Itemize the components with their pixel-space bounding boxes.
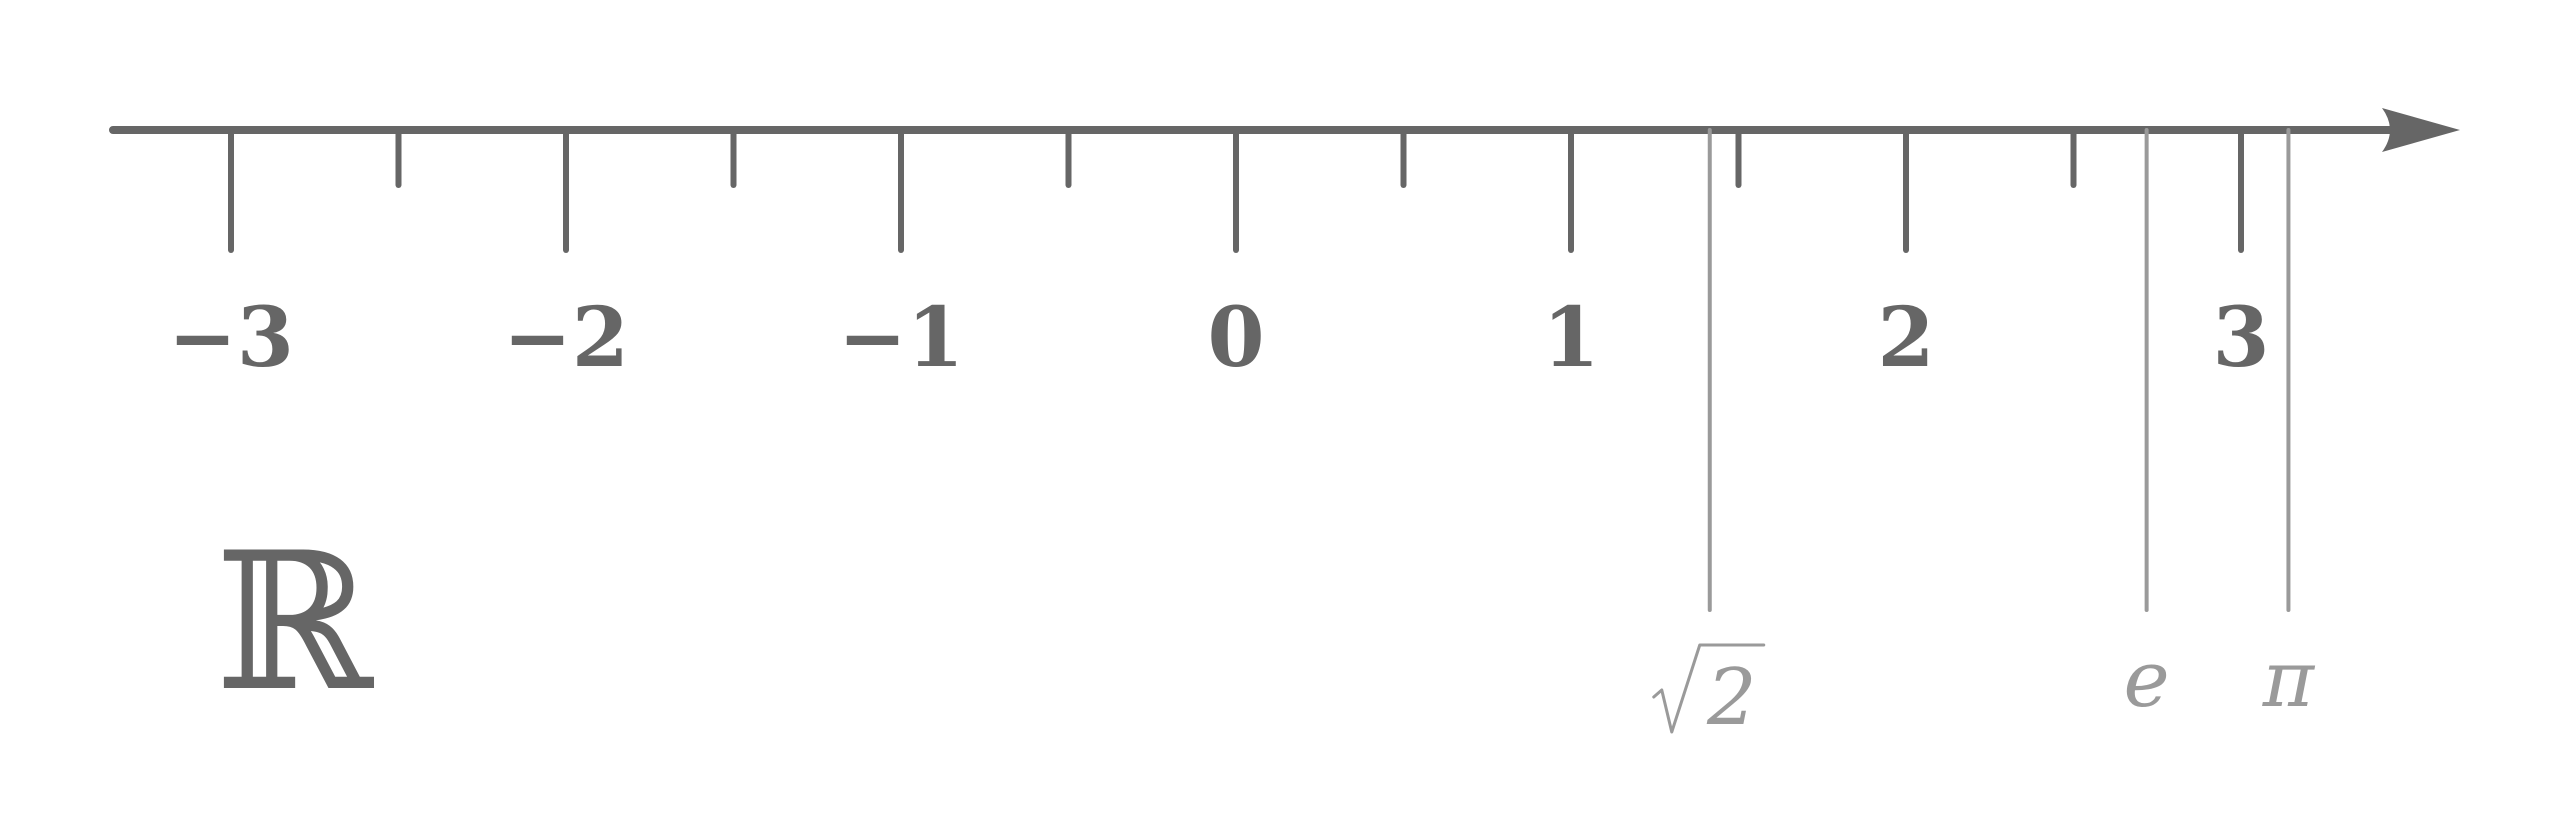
tick-label: −3 — [168, 290, 294, 386]
tick-label: 2 — [1877, 290, 1934, 386]
radical-icon — [1652, 643, 1766, 734]
tick-label: 3 — [2212, 290, 2269, 386]
constant-label-sqrt2: 2 — [1706, 653, 1757, 743]
real-numbers-symbol: ℝ — [215, 512, 375, 733]
number-axis: −3 −2 −1 0 1 2 3 — [109, 108, 2460, 386]
constant-markers: 2 e π — [1652, 128, 2316, 743]
tick-label: −2 — [503, 290, 629, 386]
arrowhead-icon — [2382, 108, 2460, 152]
tick-label: −1 — [838, 290, 964, 386]
tick-label: 1 — [1542, 290, 1599, 386]
constant-label-pi: π — [2262, 635, 2316, 725]
constant-label-e: e — [2124, 635, 2170, 725]
tick-label: 0 — [1207, 290, 1264, 386]
